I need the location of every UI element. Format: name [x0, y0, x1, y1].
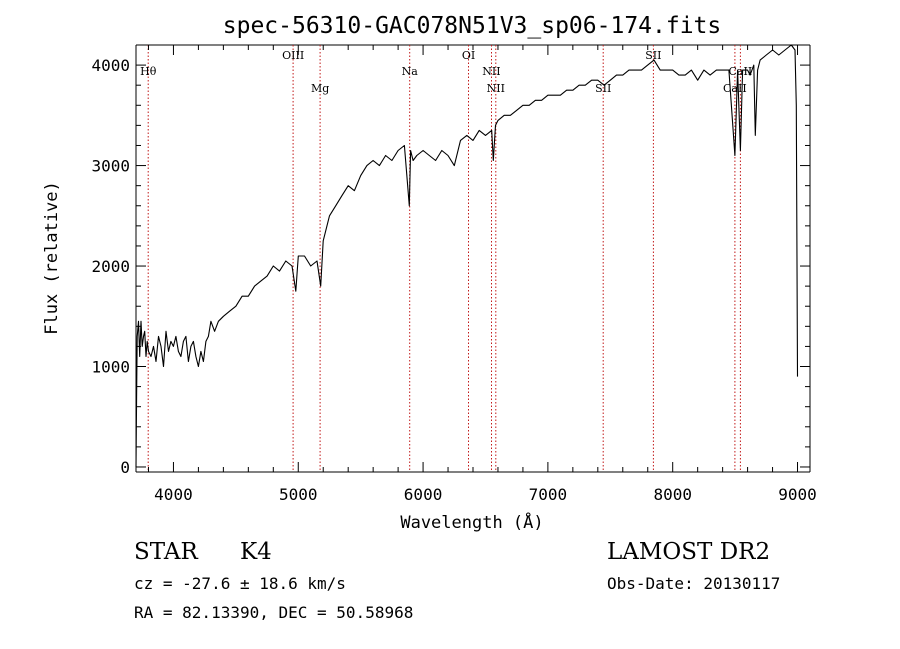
line-label-1: OIII: [282, 49, 304, 62]
line-label-7: SII: [595, 82, 611, 95]
x-tick-label: 7000: [529, 485, 568, 504]
y-tick-label: 1000: [91, 358, 130, 377]
line-label-9: CaII: [723, 82, 747, 95]
spectral-subclass: K4: [240, 539, 272, 565]
line-label-2: Mg: [311, 82, 329, 95]
y-axis-label: Flux (relative): [42, 181, 62, 335]
object-class: STAR: [134, 539, 198, 565]
y-tick-label: 0: [120, 458, 130, 477]
series-line-0: [135, 44, 799, 468]
line-label-10: CaII: [729, 65, 753, 78]
line-label-6: NII: [487, 82, 505, 95]
line-label-8: SII: [645, 49, 661, 62]
x-tick-label: 8000: [653, 485, 692, 504]
coordinates: RA = 82.13390, DEC = 50.58968: [134, 603, 414, 622]
line-label-3: Na: [402, 65, 419, 78]
x-tick-label: 4000: [154, 485, 193, 504]
y-tick-label: 3000: [91, 157, 130, 176]
observation-date: Obs-Date: 20130117: [607, 574, 781, 593]
x-axis-label: Wavelength (Å): [400, 511, 543, 533]
survey-name: LAMOST DR2: [607, 539, 771, 565]
y-tick-label: 2000: [91, 257, 130, 276]
x-tick-label: 9000: [778, 485, 817, 504]
x-tick-label: 5000: [279, 485, 318, 504]
y-tick-label: 4000: [91, 56, 130, 75]
line-label-4: OI: [462, 49, 475, 62]
x-tick-label: 6000: [404, 485, 443, 504]
line-label-0: Hθ: [140, 65, 157, 78]
line-label-5: NII: [482, 65, 500, 78]
chart-title: spec-56310-GAC078N51V3_sp06-174.fits: [223, 13, 722, 39]
redshift-cz: cz = -27.6 ± 18.6 km/s: [134, 574, 346, 593]
